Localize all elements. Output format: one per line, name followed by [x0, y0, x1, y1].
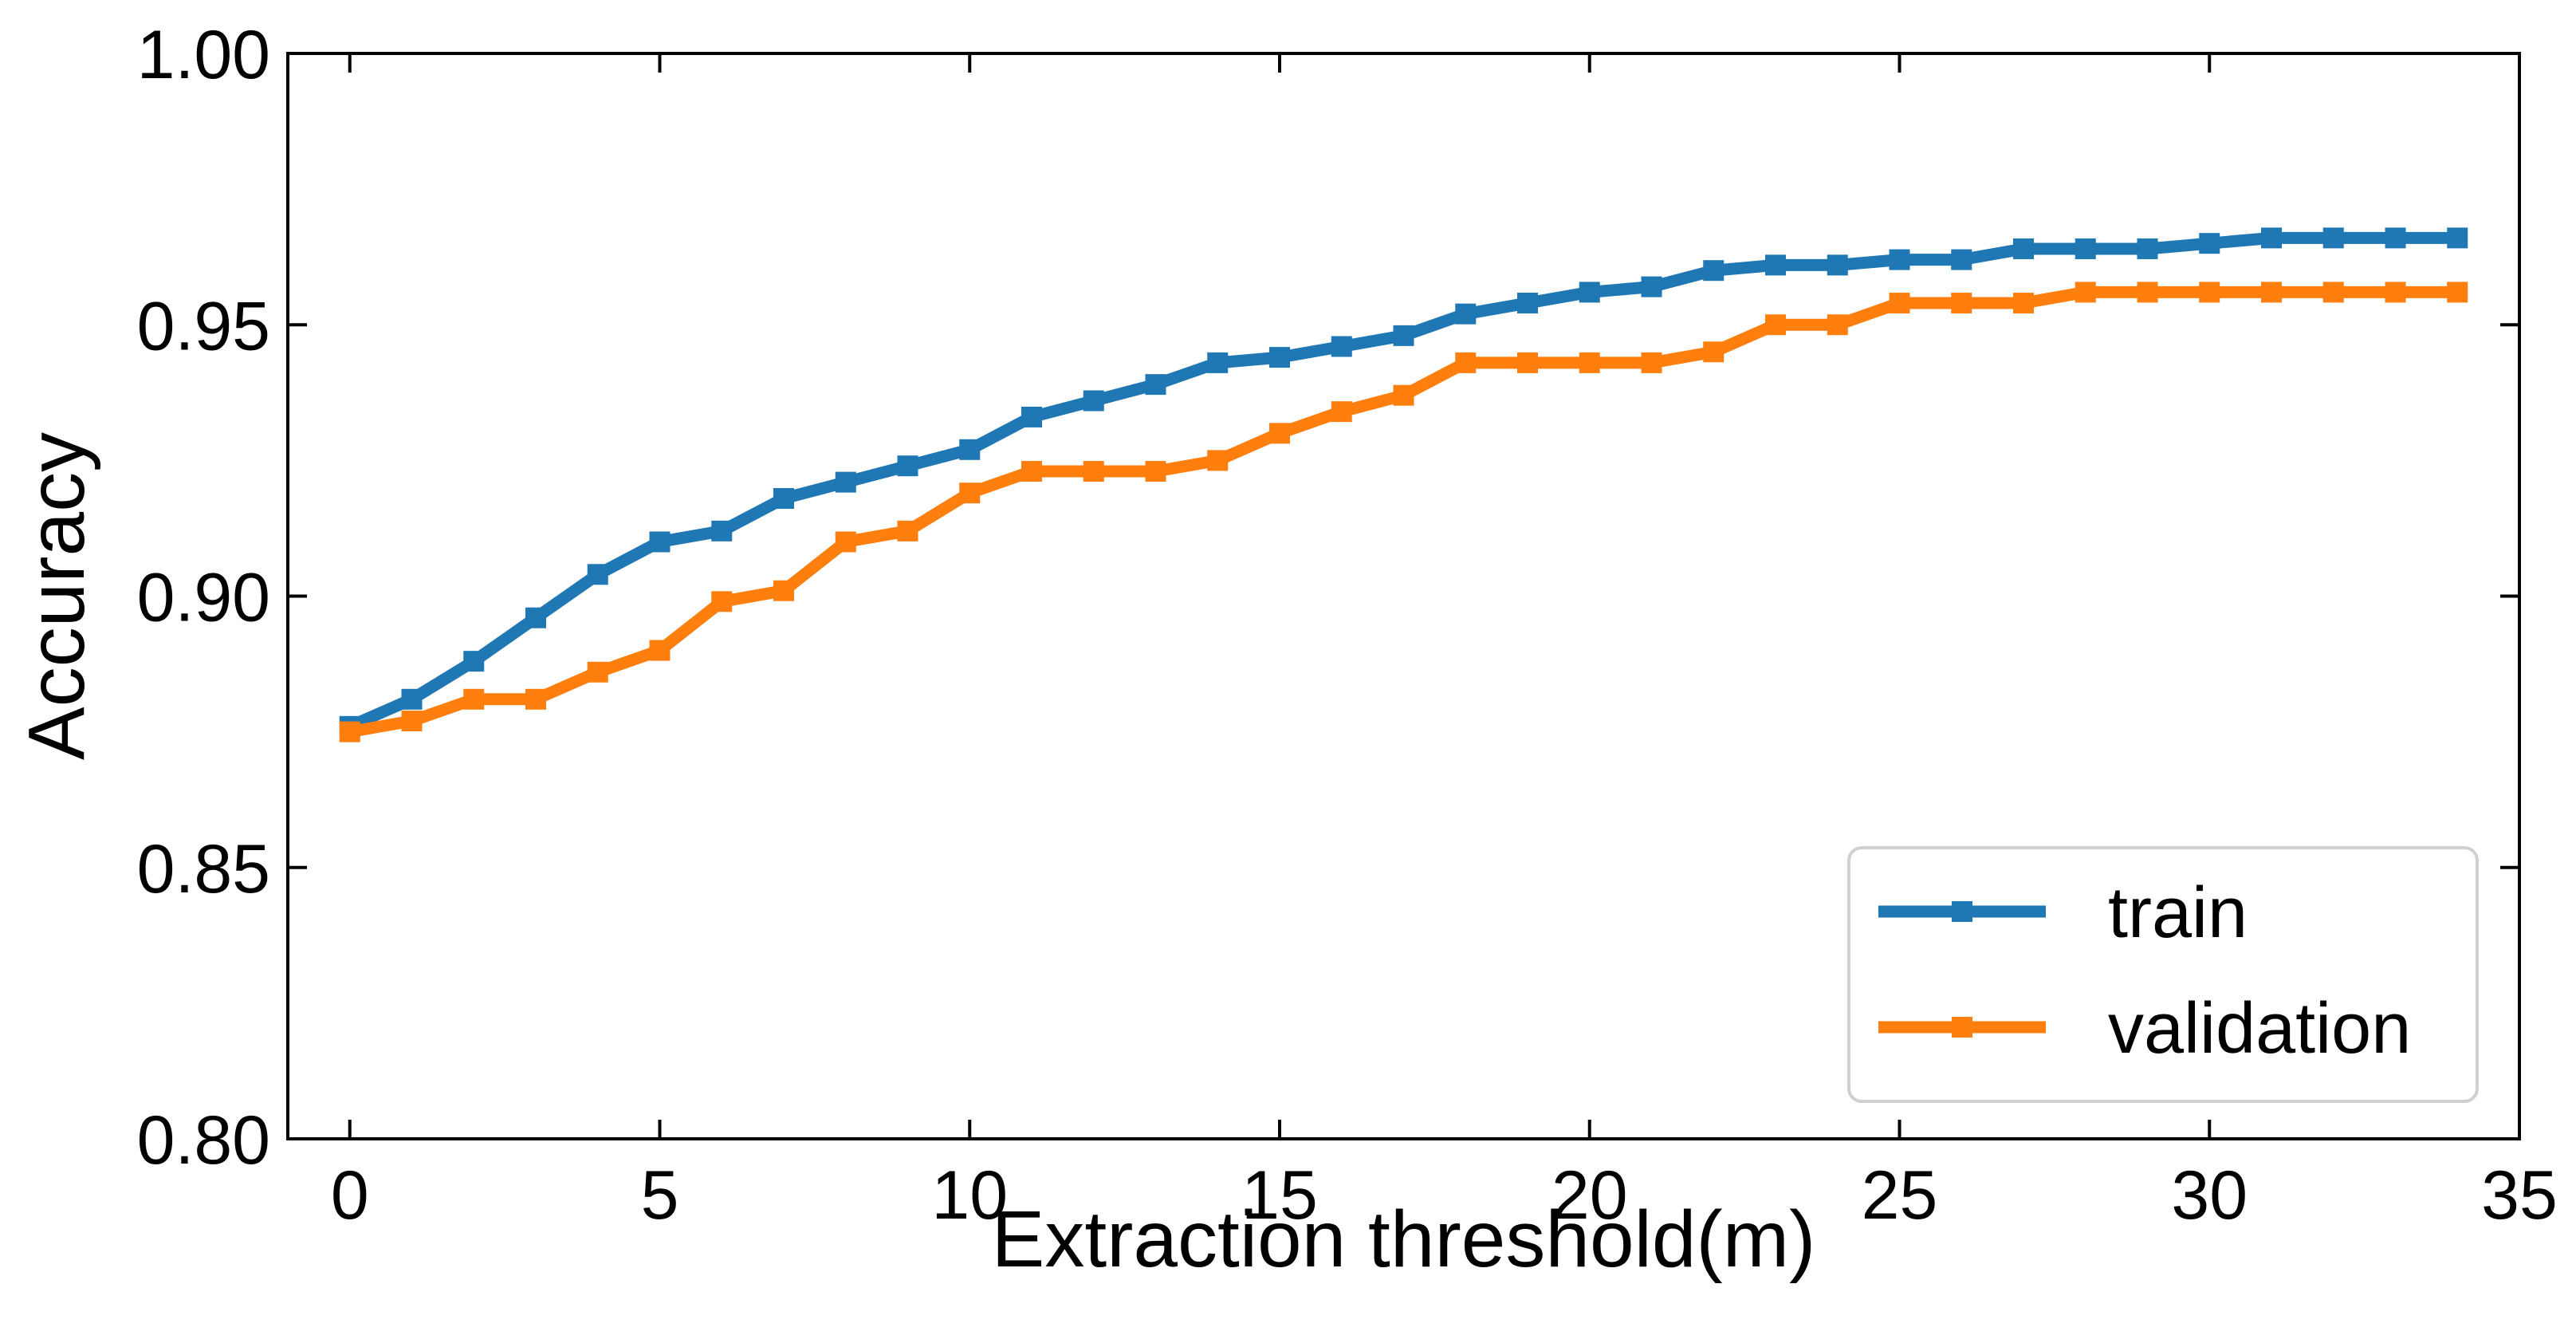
data-point-validation [1145, 460, 1166, 482]
y-tick-label: 0.80 [137, 1102, 270, 1179]
data-point-validation [1021, 460, 1042, 482]
data-point-validation [1455, 352, 1477, 373]
data-point-train [401, 688, 423, 710]
data-point-train [897, 455, 918, 477]
x-tick-label: 0 [331, 1157, 369, 1234]
data-point-train [1579, 282, 1600, 303]
series-layer [339, 227, 2468, 742]
legend-marker-train [1952, 901, 1972, 922]
data-point-train [711, 520, 733, 542]
data-point-train [1083, 390, 1104, 412]
data-point-train [1765, 254, 1786, 276]
legend-marker-validation [1952, 1017, 1972, 1038]
data-point-train [2322, 227, 2344, 249]
data-point-train [2261, 227, 2282, 249]
data-point-validation [711, 591, 733, 612]
data-point-train [2447, 227, 2468, 249]
data-point-validation [649, 640, 671, 661]
data-point-validation [2385, 282, 2406, 303]
data-point-validation [2137, 282, 2158, 303]
data-point-train [2137, 238, 2158, 259]
data-point-train [587, 564, 608, 585]
data-point-train [1827, 254, 1848, 276]
data-point-validation [1951, 293, 1972, 314]
legend-label-validation: validation [2108, 989, 2411, 1069]
data-point-train [1331, 336, 1352, 357]
data-point-validation [773, 580, 794, 601]
x-axis-title: Extraction threshold(m) [992, 1195, 1816, 1284]
data-point-train [2385, 227, 2406, 249]
ticks-layer: 0 5 10 15 20 25 30 35 0.80 0.85 0.90 0.95 1.00 [137, 17, 2558, 1234]
data-point-train [835, 471, 856, 493]
data-point-train [1021, 406, 1042, 427]
data-point-validation [339, 721, 360, 742]
y-tick-label: 0.95 [137, 288, 270, 364]
data-point-train [1207, 352, 1229, 373]
data-point-validation [1765, 314, 1786, 336]
data-point-train [1517, 293, 1538, 314]
legend-label-train: train [2108, 873, 2248, 953]
data-point-validation [2199, 282, 2220, 303]
data-point-train [2075, 238, 2096, 259]
data-point-validation [1889, 293, 1910, 314]
data-point-train [649, 531, 671, 553]
data-point-validation [1517, 352, 1538, 373]
y-axis-title: Accuracy [12, 432, 101, 760]
x-tick-label: 30 [2171, 1157, 2248, 1234]
y-tick-label: 0.85 [137, 831, 270, 908]
data-point-validation [2447, 282, 2468, 303]
data-point-train [773, 488, 794, 510]
data-point-train [2013, 238, 2034, 259]
data-point-train [1145, 374, 1166, 396]
data-point-train [525, 607, 546, 628]
data-point-validation [1269, 423, 1290, 444]
x-tick-label: 5 [641, 1157, 679, 1234]
data-point-train [2199, 233, 2220, 254]
x-tick-label: 10 [931, 1157, 1008, 1234]
data-point-validation [1703, 341, 1725, 363]
data-point-validation [463, 688, 485, 710]
data-point-validation [1331, 401, 1352, 423]
data-point-validation [835, 531, 856, 553]
legend: train validation [1847, 846, 2479, 1103]
data-point-validation [1641, 352, 1662, 373]
data-point-validation [2322, 282, 2344, 303]
x-tick-label: 15 [1241, 1157, 1318, 1234]
data-point-validation [2013, 293, 2034, 314]
data-point-train [463, 651, 485, 672]
data-point-validation [2261, 282, 2282, 303]
data-point-validation [1579, 352, 1600, 373]
data-point-validation [1083, 460, 1104, 482]
data-point-train [1393, 325, 1414, 346]
y-tick-label: 0.90 [137, 560, 270, 636]
data-point-validation [2075, 282, 2096, 303]
data-point-validation [959, 482, 981, 504]
data-point-validation [1207, 450, 1229, 471]
y-tick-label: 1.00 [137, 17, 270, 93]
series-line-validation [348, 286, 2458, 738]
x-tick-label: 25 [1862, 1157, 1938, 1234]
data-point-train [1641, 276, 1662, 297]
x-tick-label: 35 [2481, 1157, 2558, 1234]
data-point-validation [1827, 314, 1848, 336]
data-point-train [1269, 347, 1290, 368]
data-point-train [1703, 260, 1725, 282]
data-point-validation [897, 520, 918, 542]
data-point-train [1455, 303, 1477, 325]
data-point-validation [1393, 384, 1414, 406]
x-tick-label: 20 [1551, 1157, 1628, 1234]
data-point-validation [525, 688, 546, 710]
data-point-train [1889, 249, 1910, 270]
data-point-validation [587, 661, 608, 683]
data-point-validation [401, 711, 423, 732]
data-point-train [959, 439, 981, 460]
data-point-train [1951, 249, 1972, 270]
